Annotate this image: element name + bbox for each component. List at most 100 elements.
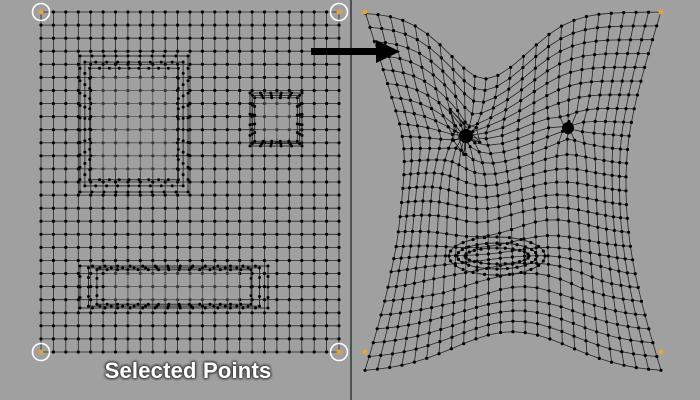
mesh-vertex bbox=[409, 172, 413, 176]
mesh-vertex bbox=[151, 311, 155, 315]
mesh-vertex bbox=[238, 219, 242, 223]
mesh-vertex bbox=[475, 220, 479, 224]
mesh-vertex bbox=[406, 123, 410, 127]
mesh-vertex bbox=[574, 153, 579, 157]
mesh-vertex bbox=[402, 147, 406, 151]
mesh-vertex bbox=[337, 232, 341, 236]
mesh-vertex bbox=[620, 229, 624, 234]
mesh-vertex bbox=[636, 285, 640, 290]
mesh-vertex bbox=[76, 258, 80, 263]
mesh-vertex bbox=[425, 356, 429, 360]
mesh-vertex bbox=[413, 199, 417, 203]
mesh-vertex bbox=[151, 337, 155, 341]
mesh-vertex bbox=[113, 62, 118, 66]
mesh-vertex bbox=[519, 99, 523, 103]
mesh-vertex bbox=[101, 271, 105, 276]
mesh-vertex bbox=[216, 264, 220, 268]
mesh-vertex bbox=[162, 54, 166, 58]
mesh-vertex bbox=[396, 230, 400, 234]
mesh-vertex bbox=[555, 154, 559, 158]
mesh-vertex bbox=[325, 88, 329, 93]
mesh-vertex bbox=[565, 137, 569, 141]
mesh-vertex bbox=[573, 347, 577, 351]
mesh-vertex bbox=[101, 311, 105, 315]
mesh-vertex bbox=[581, 300, 585, 304]
mesh-vertex bbox=[141, 264, 145, 268]
mesh-vertex bbox=[117, 178, 121, 182]
mesh-vertex bbox=[148, 60, 152, 64]
mesh-vertex bbox=[606, 38, 610, 42]
mesh-vertex bbox=[463, 298, 467, 302]
mesh-vertex bbox=[126, 23, 130, 27]
mesh-vertex bbox=[101, 101, 105, 106]
mesh-vertex bbox=[287, 96, 291, 100]
mesh-vertex bbox=[181, 128, 185, 132]
mesh-vertex bbox=[519, 176, 523, 180]
mesh-vertex bbox=[83, 116, 87, 120]
mesh-vertex bbox=[298, 132, 302, 136]
mesh-vertex bbox=[235, 304, 239, 308]
mesh-vertex bbox=[418, 158, 422, 162]
mesh-vertex bbox=[143, 266, 147, 270]
mesh-vertex bbox=[78, 264, 82, 268]
mesh-vertex bbox=[312, 337, 316, 341]
mesh-vertex bbox=[186, 79, 190, 83]
mesh-vertex bbox=[621, 244, 625, 248]
mesh-vertex bbox=[109, 266, 113, 270]
mesh-vertex bbox=[200, 258, 204, 263]
mesh-vertex bbox=[275, 128, 279, 132]
mesh-vertex bbox=[547, 32, 551, 37]
mesh-vertex bbox=[424, 254, 428, 258]
mesh-vertex bbox=[239, 268, 243, 272]
mesh-vertex bbox=[225, 49, 229, 53]
mesh-vertex bbox=[113, 49, 118, 53]
mesh-vertex bbox=[608, 267, 612, 271]
mesh-vertex bbox=[443, 158, 447, 162]
mesh-vertex bbox=[559, 37, 563, 41]
mesh-vertex bbox=[480, 161, 484, 165]
mesh-vertex bbox=[51, 115, 56, 119]
mesh-vertex bbox=[569, 282, 574, 286]
mesh-vertex bbox=[312, 232, 316, 236]
mesh-vertex bbox=[423, 265, 427, 269]
mesh-vertex bbox=[113, 10, 118, 14]
mesh-vertex bbox=[457, 163, 461, 167]
mesh-vertex bbox=[598, 93, 602, 97]
mesh-vertex bbox=[105, 302, 109, 306]
mesh-vertex bbox=[138, 337, 142, 341]
mesh-vertex bbox=[188, 88, 192, 93]
mesh-vertex bbox=[176, 168, 180, 172]
mesh-vertex bbox=[325, 10, 329, 14]
mesh-vertex bbox=[532, 111, 536, 115]
mesh-vertex bbox=[622, 363, 626, 367]
mesh-vertex bbox=[225, 219, 229, 223]
mesh-vertex bbox=[64, 23, 68, 27]
mesh-vertex bbox=[64, 271, 68, 276]
mesh-vertex bbox=[409, 135, 413, 139]
mesh-vertex bbox=[300, 123, 304, 127]
mesh-vertex bbox=[531, 121, 536, 125]
mesh-vertex bbox=[475, 235, 479, 239]
mesh-vertex bbox=[559, 292, 563, 296]
mesh-vertex bbox=[479, 261, 483, 265]
mesh-vertex bbox=[266, 264, 270, 268]
mesh-vertex bbox=[113, 36, 118, 40]
mesh-vertex bbox=[186, 141, 190, 145]
mesh-vertex bbox=[619, 216, 623, 220]
mesh-vertex bbox=[275, 36, 279, 40]
mesh-vertex bbox=[618, 147, 623, 151]
mesh-vertex bbox=[451, 324, 455, 328]
mesh-vertex bbox=[275, 154, 279, 158]
mesh-vertex bbox=[614, 243, 618, 247]
mesh-vertex bbox=[181, 116, 185, 120]
mesh-vertex bbox=[402, 173, 406, 177]
mesh-vertex bbox=[300, 298, 304, 302]
mesh-vertex bbox=[442, 275, 446, 279]
mesh-vertex bbox=[381, 68, 385, 72]
mesh-vertex bbox=[262, 10, 267, 14]
mesh-vertex bbox=[587, 223, 591, 227]
mesh-vertex bbox=[558, 49, 562, 53]
mesh-vertex bbox=[39, 298, 43, 302]
mesh-vertex bbox=[228, 306, 232, 310]
